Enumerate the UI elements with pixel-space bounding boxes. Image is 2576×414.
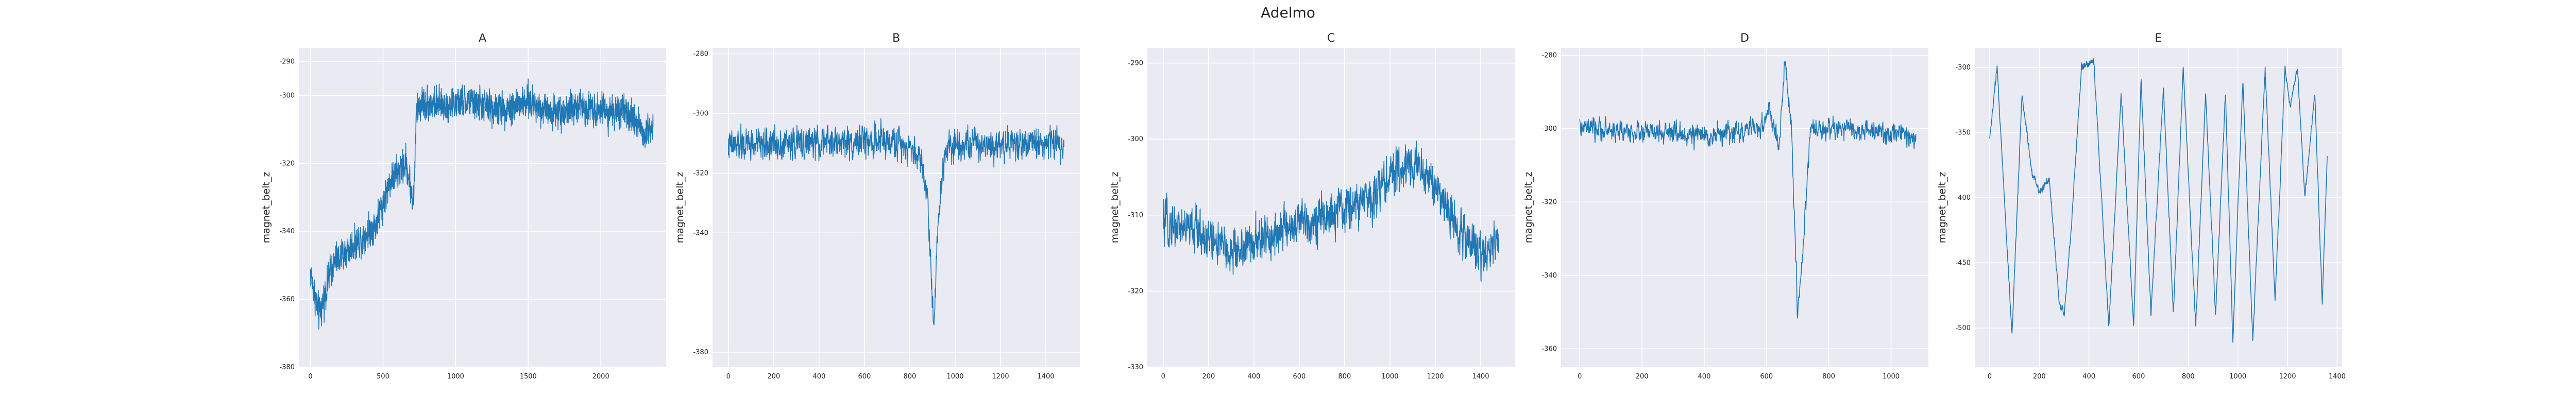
x-tick-label: 800 <box>1822 373 1835 381</box>
y-tick-label: -290 <box>279 58 295 65</box>
x-tick-label: 800 <box>903 373 916 381</box>
y-axis-label: magnet_belt_z <box>1523 172 1534 244</box>
x-tick-label: 400 <box>1698 373 1711 381</box>
x-tick-label: 0 <box>1161 373 1165 381</box>
y-tick-label: -450 <box>1955 260 1971 267</box>
y-tick-label: -330 <box>1128 364 1143 371</box>
subplot-e: 0 200 400 600 800 1000 1200 1400 -500 -450 -400 -35… <box>1937 32 2346 381</box>
y-tick-label: -380 <box>279 364 295 371</box>
y-tick-label: -290 <box>1128 60 1143 67</box>
subplot-title: A <box>479 32 486 45</box>
y-tick-label: -300 <box>279 92 295 99</box>
x-tick-label: 2000 <box>592 373 609 381</box>
y-tick-label: -340 <box>1541 272 1557 280</box>
subplot-a: 0 500 1000 1500 2000 -380 -360 -340 -320 -300 -290… <box>261 32 666 381</box>
x-tick-label: 600 <box>1760 373 1773 381</box>
x-tick-label: 0 <box>726 373 731 381</box>
x-tick-label: 200 <box>1636 373 1649 381</box>
subplot-b: 0 200 400 600 800 1000 1200 1400 -380 -340 -320 -30… <box>674 32 1080 381</box>
subplot-title: E <box>2155 32 2162 45</box>
y-tick-label: -320 <box>1128 287 1143 295</box>
x-tick-label: 400 <box>812 373 825 381</box>
x-tick-label: 1400 <box>1472 373 1489 381</box>
y-tick-label: -360 <box>279 296 295 303</box>
y-tick-label: -350 <box>1955 129 1971 136</box>
series-line <box>1989 58 2328 343</box>
x-tick-label: 600 <box>2132 373 2145 381</box>
y-axis-label: magnet_belt_z <box>1937 172 1948 244</box>
y-tick-label: -320 <box>1541 198 1557 206</box>
series-line <box>1579 61 1917 319</box>
y-tick-label: -500 <box>1955 324 1971 332</box>
subplot-title: B <box>892 32 900 45</box>
x-tick-label: 600 <box>858 373 871 381</box>
figure-title: Adelmo <box>1261 4 1315 21</box>
x-tick-label: 1200 <box>992 373 1009 381</box>
x-tick-label: 0 <box>1988 373 1992 381</box>
y-tick-label: -300 <box>1128 135 1143 143</box>
y-tick-label: -340 <box>279 228 295 235</box>
subplot-c: 0 200 400 600 800 1000 1200 1400 -330 -320 -310 -30… <box>1109 32 1515 381</box>
x-tick-label: 1000 <box>1883 373 1900 381</box>
y-tick-label: -310 <box>1128 212 1143 219</box>
series-line <box>728 118 1064 326</box>
x-tick-label: 1200 <box>2279 373 2296 381</box>
x-tick-label: 1400 <box>1037 373 1054 381</box>
y-axis-label: magnet_belt_z <box>674 172 686 244</box>
y-tick-label: -280 <box>693 50 708 58</box>
subplot-title: C <box>1327 32 1335 45</box>
y-tick-label: -300 <box>1955 64 1971 72</box>
x-tick-label: 0 <box>308 373 312 381</box>
x-tick-label: 600 <box>1293 373 1306 381</box>
x-tick-label: 1400 <box>2329 373 2346 381</box>
y-tick-label: -320 <box>279 160 295 167</box>
x-tick-label: 500 <box>377 373 389 381</box>
subplot-d: 0 200 400 600 800 1000 -360 -340 -320 -300 -280 Dma… <box>1523 32 1928 381</box>
y-tick-label: -380 <box>693 349 708 356</box>
x-tick-label: 800 <box>1338 373 1351 381</box>
y-tick-label: -300 <box>1541 125 1557 133</box>
x-tick-label: 1000 <box>946 373 963 381</box>
y-axis-label: magnet_belt_z <box>261 172 272 244</box>
y-tick-label: -320 <box>693 169 708 177</box>
plot-area <box>713 48 1080 367</box>
y-tick-label: -400 <box>1955 194 1971 202</box>
x-tick-label: 1000 <box>447 373 464 381</box>
subplot-title: D <box>1740 32 1749 45</box>
x-tick-label: 1000 <box>1381 373 1398 381</box>
x-tick-label: 200 <box>2033 373 2046 381</box>
x-tick-label: 200 <box>1202 373 1215 381</box>
x-tick-label: 0 <box>1578 373 1582 381</box>
series-line <box>1163 141 1499 283</box>
x-tick-label: 200 <box>767 373 780 381</box>
y-tick-label: -340 <box>693 229 708 237</box>
y-tick-label: -300 <box>693 110 708 117</box>
x-tick-label: 800 <box>2182 373 2195 381</box>
y-axis-label: magnet_belt_z <box>1109 172 1121 244</box>
series-line <box>310 78 654 330</box>
y-tick-label: -360 <box>1541 345 1557 353</box>
x-tick-label: 1000 <box>2229 373 2246 381</box>
plot-area <box>1975 48 2342 367</box>
x-tick-label: 1200 <box>1427 373 1444 381</box>
x-tick-label: 400 <box>1247 373 1260 381</box>
y-tick-label: -280 <box>1541 51 1557 59</box>
x-tick-label: 400 <box>2082 373 2095 381</box>
x-tick-label: 1500 <box>520 373 537 381</box>
plot-area <box>1561 48 1928 367</box>
